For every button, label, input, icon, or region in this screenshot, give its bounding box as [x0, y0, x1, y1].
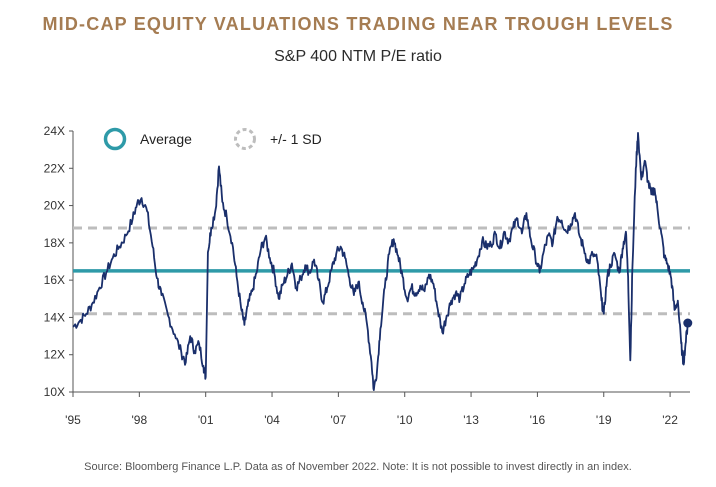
x-tick-label: '13 — [463, 413, 479, 427]
y-tick-label: 18X — [44, 236, 65, 250]
pe-ratio-series-line — [72, 132, 689, 391]
chart-legend: Average +/- 1 SD — [103, 127, 322, 151]
y-tick-label: 20X — [44, 199, 65, 213]
y-tick-label: 22X — [44, 161, 65, 175]
legend-average-label: Average — [140, 131, 192, 147]
legend-average-marker — [103, 127, 127, 151]
y-tick-label: 14X — [44, 310, 65, 324]
x-tick-label: '10 — [397, 413, 413, 427]
reference-lines — [73, 226, 690, 316]
chart-subtitle: S&P 400 NTM P/E ratio — [274, 48, 442, 65]
x-tick-label: '16 — [530, 413, 546, 427]
x-tick-label: '01 — [198, 413, 214, 427]
y-tick-label: 10X — [44, 385, 65, 399]
x-tick-label: '95 — [65, 413, 81, 427]
y-tick-label: 12X — [44, 348, 65, 362]
footnote: Source: Bloomberg Finance L.P. Data as o… — [84, 461, 632, 473]
latest-value-point — [683, 318, 693, 328]
series-layer — [72, 132, 693, 391]
x-tick-label: '04 — [264, 413, 280, 427]
x-tick-label: '19 — [596, 413, 612, 427]
legend-sd-marker — [234, 128, 256, 150]
y-tick-label: 16X — [44, 273, 65, 287]
x-tick-label: '07 — [331, 413, 347, 427]
chart-title: MID-CAP EQUITY VALUATIONS TRADING NEAR T… — [42, 14, 674, 34]
x-tick-label: '98 — [132, 413, 148, 427]
legend-sd-label: +/- 1 SD — [270, 131, 322, 147]
chart-axes: 10X 12X 14X 16X 18X 20X 22X 24X '95 '98 '01 '04 '07 '… — [44, 124, 690, 427]
x-tick-label: '22 — [662, 413, 678, 427]
y-tick-label: 24X — [44, 124, 65, 138]
